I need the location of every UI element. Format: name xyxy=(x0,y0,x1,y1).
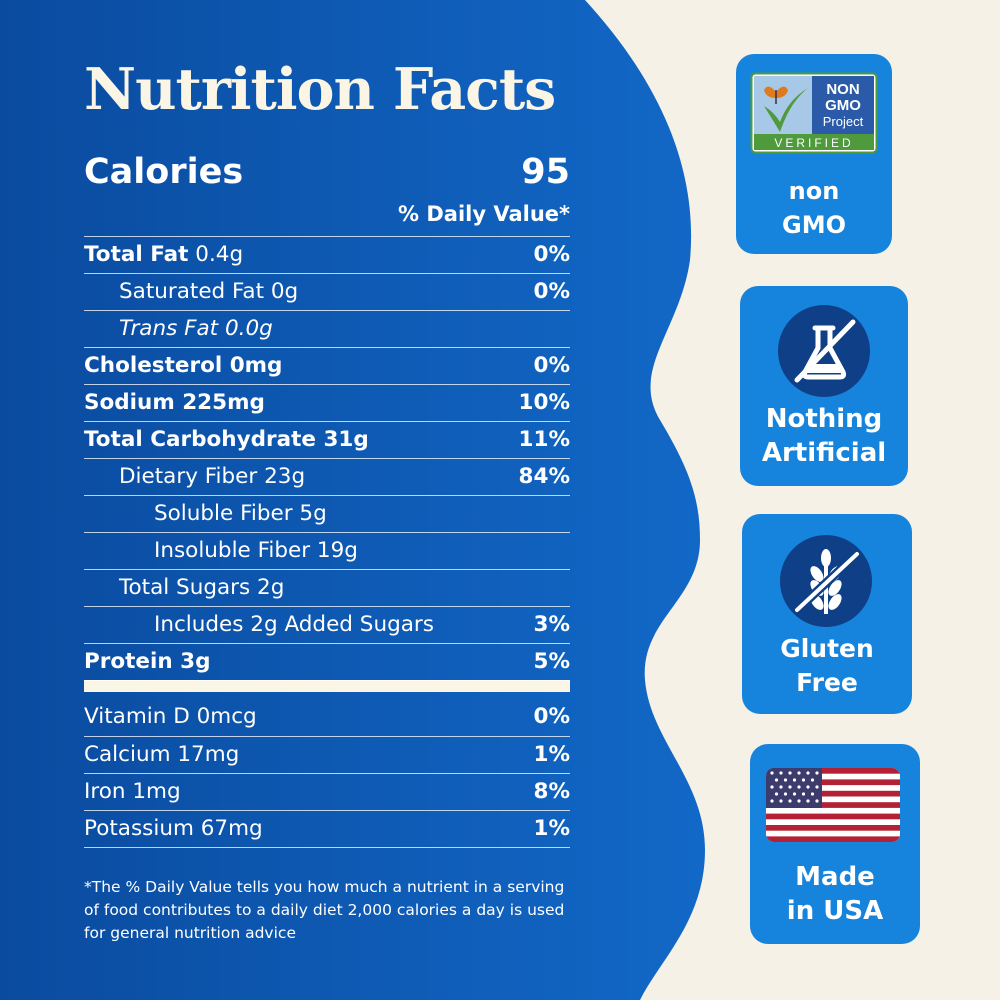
nutrient-dv: 1% xyxy=(533,816,570,841)
badge-caption-line2: in USA xyxy=(786,896,884,926)
nutrient-row-sodium: Sodium 225mg 10% xyxy=(84,384,570,421)
logo-text-verified: VERIFIED xyxy=(774,136,853,150)
gluten-free-badge: Gluten Free xyxy=(742,514,912,714)
calories-row: Calories 95 xyxy=(84,152,570,198)
badge-caption-line2: GMO xyxy=(782,211,846,239)
badge-caption-line2: Artificial xyxy=(761,438,887,468)
nutrient-dv: 0% xyxy=(533,242,570,267)
nutrient-amount: 0.4g xyxy=(188,242,244,267)
made-in-usa-badge: Made in USA xyxy=(750,744,920,944)
nutrient-row-total-sugars: Total Sugars 2g xyxy=(84,569,570,606)
nutrient-dv: 11% xyxy=(518,427,570,452)
nutrient-name: Trans Fat 0.0g xyxy=(119,316,273,341)
nothing-artificial-badge: Nothing Artificial xyxy=(740,286,908,486)
calories-label: Calories xyxy=(84,152,244,192)
nutrient-name: Calcium 17mg xyxy=(84,742,240,767)
nutrient-dv: 0% xyxy=(533,353,570,378)
nutrient-name: Total Fat xyxy=(84,242,189,267)
nutrient-name: Sodium 225mg xyxy=(84,390,265,415)
nutrient-table: Total Fat 0.4g 0% Saturated Fat 0g 0% Tr… xyxy=(84,236,570,848)
vitamin-row-iron: Iron 1mg 8% xyxy=(84,773,570,810)
nutrient-name: Dietary Fiber 23g xyxy=(119,464,306,489)
nutrient-dv: 5% xyxy=(533,649,570,674)
nutrient-name: Total Sugars 2g xyxy=(119,575,285,600)
vitamin-row-vitamin-d: Vitamin D 0mcg 0% xyxy=(84,699,570,736)
nutrient-name: Vitamin D 0mcg xyxy=(84,704,257,729)
nutrient-name: Iron 1mg xyxy=(84,779,181,804)
daily-value-header: % Daily Value* xyxy=(398,202,570,226)
nutrient-dv: 10% xyxy=(518,390,570,415)
us-flag-icon xyxy=(766,768,900,842)
nutrient-row-protein: Protein 3g 5% xyxy=(84,643,570,680)
badge-caption-line1: Gluten xyxy=(780,634,874,663)
nutrient-dv: 84% xyxy=(518,464,570,489)
nutrient-name: Soluble Fiber 5g xyxy=(154,501,327,526)
nutrition-title: Nutrition Facts xyxy=(84,56,556,123)
table-bottom-line xyxy=(84,847,570,848)
logo-text-gmo: GMO xyxy=(825,97,861,114)
logo-text-project: Project xyxy=(823,114,864,129)
nutrient-name: Total Carbohydrate 31g xyxy=(84,427,369,452)
nutrient-dv: 0% xyxy=(533,704,570,729)
nutrient-row-dietary-fiber: Dietary Fiber 23g 84% xyxy=(84,458,570,495)
nutrient-name: Cholesterol 0mg xyxy=(84,353,283,378)
vitamin-row-potassium: Potassium 67mg 1% xyxy=(84,810,570,847)
badge-caption-line1: Made xyxy=(795,862,875,892)
nutrient-name: Protein 3g xyxy=(84,649,211,674)
nutrient-row-saturated-fat: Saturated Fat 0g 0% xyxy=(84,273,570,310)
non-gmo-badge: NON GMO Project VERIFIED non GMO xyxy=(736,54,892,254)
thick-divider xyxy=(84,680,570,692)
nutrient-dv: 1% xyxy=(533,742,570,767)
nutrient-row-total-carbohydrate: Total Carbohydrate 31g 11% xyxy=(84,421,570,458)
badge-caption-line1: Nothing xyxy=(765,404,883,434)
non-gmo-project-verified-logo: NON GMO Project VERIFIED xyxy=(750,72,878,154)
nutrient-row-insoluble-fiber: Insoluble Fiber 19g xyxy=(84,532,570,569)
nutrient-dv: 0% xyxy=(533,279,570,304)
nutrient-row-cholesterol: Cholesterol 0mg 0% xyxy=(84,347,570,384)
nutrient-name: Insoluble Fiber 19g xyxy=(154,538,358,563)
nutrient-row-trans-fat: Trans Fat 0.0g xyxy=(84,310,570,347)
nutrient-name: Saturated Fat 0g xyxy=(119,279,299,304)
badge-caption-line2: Free xyxy=(796,668,858,697)
daily-value-footnote: *The % Daily Value tells you how much a … xyxy=(84,878,565,942)
calories-value: 95 xyxy=(521,152,570,192)
crossed-out-flask-icon xyxy=(778,305,870,397)
badge-caption-line1: non xyxy=(788,177,840,205)
vitamin-row-calcium: Calcium 17mg 1% xyxy=(84,736,570,773)
nutrient-dv: 8% xyxy=(533,779,570,804)
crossed-out-wheat-icon xyxy=(780,535,872,627)
nutrient-row-total-fat: Total Fat 0.4g 0% xyxy=(84,236,570,273)
nutrient-row-soluble-fiber: Soluble Fiber 5g xyxy=(84,495,570,532)
nutrient-name: Includes 2g Added Sugars xyxy=(154,612,434,637)
nutrient-name: Potassium 67mg xyxy=(84,816,263,841)
nutrient-row-added-sugars: Includes 2g Added Sugars 3% xyxy=(84,606,570,643)
nutrient-dv: 3% xyxy=(533,612,570,637)
logo-text-non: NON xyxy=(826,81,859,98)
